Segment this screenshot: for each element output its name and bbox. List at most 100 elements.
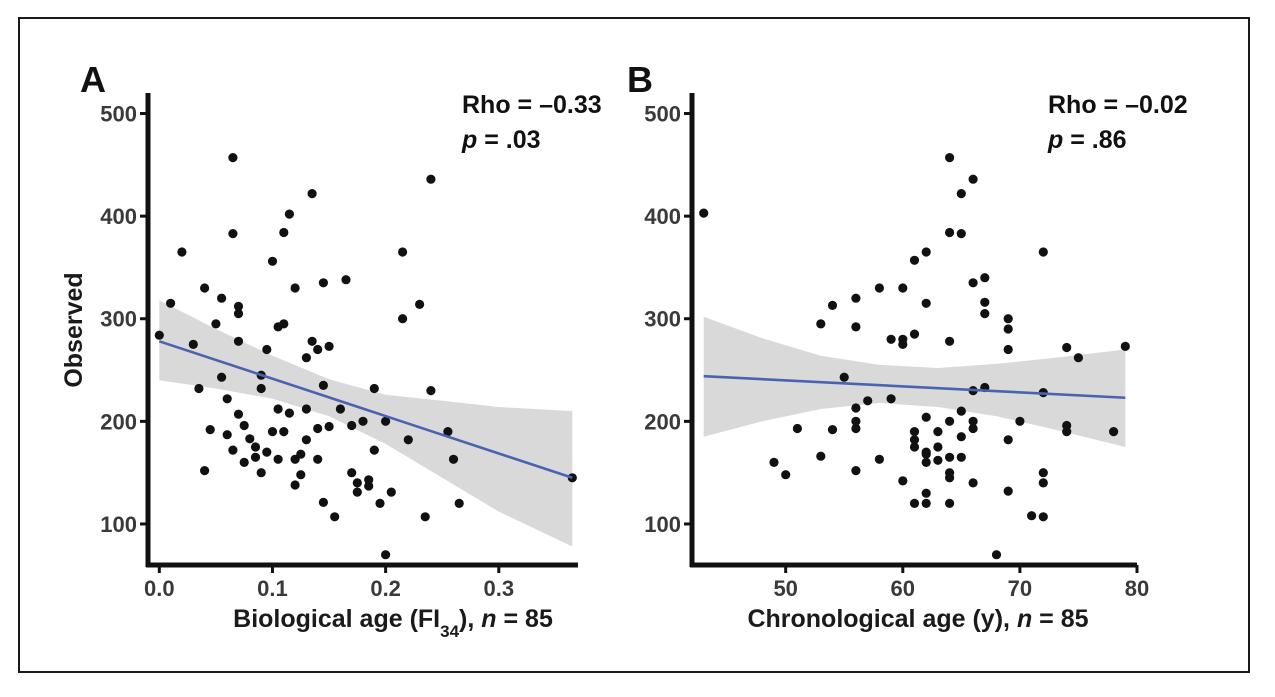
x-tick-label: 0.3 xyxy=(483,576,514,601)
data-point xyxy=(921,449,931,459)
x-axis-title: Biological age (FI34), n = 85 xyxy=(233,605,553,641)
data-point xyxy=(330,512,340,522)
n-value: = 85 xyxy=(1032,605,1088,633)
data-point xyxy=(1038,512,1048,522)
data-point xyxy=(945,498,955,508)
data-point xyxy=(956,189,966,199)
data-point xyxy=(318,380,328,390)
y-tick-label: 500 xyxy=(644,102,681,127)
data-point xyxy=(222,394,232,404)
data-point xyxy=(1015,416,1025,426)
data-point xyxy=(262,447,272,457)
x-axis-title-text: Biological age (FI xyxy=(233,605,440,633)
data-point xyxy=(200,283,210,293)
data-point xyxy=(420,512,430,522)
data-point xyxy=(1003,314,1013,324)
data-point xyxy=(945,336,955,346)
data-point xyxy=(874,454,885,464)
data-point xyxy=(358,416,368,426)
x-tick-label: 50 xyxy=(773,576,797,601)
data-point xyxy=(921,457,931,467)
data-point xyxy=(398,247,408,257)
data-point xyxy=(956,406,966,416)
data-point xyxy=(154,330,164,340)
data-point xyxy=(415,299,425,309)
data-point xyxy=(233,336,244,346)
data-point xyxy=(1120,341,1130,351)
x-tick-label: 0.2 xyxy=(370,576,401,601)
data-point xyxy=(301,404,311,414)
data-point xyxy=(256,383,266,394)
data-point xyxy=(1003,435,1013,445)
data-point xyxy=(1003,344,1013,355)
data-point xyxy=(1109,427,1119,437)
data-point xyxy=(318,278,328,288)
data-point xyxy=(909,442,920,452)
data-point xyxy=(324,421,334,432)
p-symbol: p xyxy=(1047,126,1063,154)
data-point xyxy=(851,293,861,303)
data-point xyxy=(851,416,861,426)
data-point xyxy=(256,468,266,478)
data-point xyxy=(211,319,221,329)
data-point xyxy=(284,209,294,219)
data-point xyxy=(898,283,908,293)
data-point xyxy=(921,298,931,308)
data-point xyxy=(222,430,232,440)
data-point xyxy=(313,454,323,464)
data-point xyxy=(426,386,436,396)
data-point xyxy=(307,189,317,199)
data-point xyxy=(279,227,289,238)
y-tick-label: 400 xyxy=(100,204,137,229)
data-point xyxy=(273,404,283,414)
x-tick-label: 0.1 xyxy=(257,576,288,601)
data-point xyxy=(347,468,357,478)
data-point xyxy=(335,404,345,414)
data-point xyxy=(1003,486,1013,496)
data-point xyxy=(352,478,362,488)
data-point xyxy=(980,297,990,307)
data-point xyxy=(381,416,391,426)
data-point xyxy=(933,442,943,452)
data-point xyxy=(200,466,210,476)
data-point xyxy=(290,283,300,293)
data-point xyxy=(262,344,272,355)
data-point xyxy=(945,153,955,163)
data-point xyxy=(296,449,306,459)
data-point xyxy=(968,174,978,184)
data-point xyxy=(381,550,391,560)
data-point xyxy=(980,309,990,319)
data-point xyxy=(250,442,261,452)
data-point xyxy=(324,341,334,351)
data-point xyxy=(267,427,278,437)
data-point xyxy=(290,480,300,490)
data-point xyxy=(307,336,317,346)
data-point xyxy=(228,445,238,455)
x-axis-title-suffix: ), xyxy=(459,605,481,633)
data-point xyxy=(313,423,323,434)
data-point xyxy=(909,329,920,339)
data-point xyxy=(233,309,244,319)
data-point xyxy=(448,454,459,464)
data-point xyxy=(909,498,920,508)
data-point xyxy=(352,487,362,497)
data-point xyxy=(968,416,978,426)
data-point xyxy=(398,314,408,324)
rho-label: Rho = –0.33 xyxy=(462,91,602,119)
data-point xyxy=(945,227,955,238)
x-tick-label: 0.0 xyxy=(144,576,175,601)
n-symbol: n xyxy=(481,605,496,633)
data-point xyxy=(1038,247,1048,257)
data-point xyxy=(301,435,311,445)
data-point xyxy=(839,372,849,382)
data-point xyxy=(909,255,920,265)
data-point xyxy=(364,481,374,491)
x-tick-label: 70 xyxy=(1008,576,1032,601)
data-point xyxy=(898,334,908,344)
data-point xyxy=(318,497,328,507)
data-point xyxy=(921,247,931,257)
data-point xyxy=(1062,427,1072,437)
data-point xyxy=(945,452,955,462)
data-point xyxy=(1038,478,1048,488)
panel-a: 100 200 300 400 500 0.0 0.1 0.2 0.3 A Rho = –0.33 p… xyxy=(60,59,602,641)
